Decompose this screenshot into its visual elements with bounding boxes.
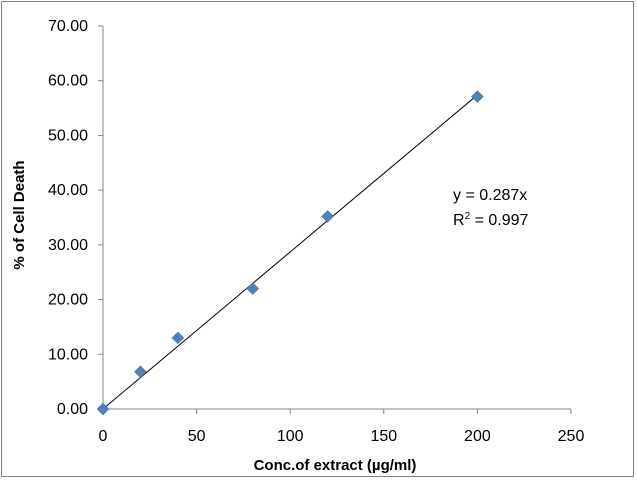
r-squared-label: R2 = 0.997 xyxy=(453,211,529,229)
y-tick-label: 30.00 xyxy=(48,237,88,254)
y-tick-label: 10.00 xyxy=(48,346,88,363)
x-tick-label: 150 xyxy=(370,428,397,445)
y-tick-label: 0.00 xyxy=(57,401,88,418)
x-tick-labels: 0 50 100 150 200 250 xyxy=(99,409,585,445)
x-tick-label: 50 xyxy=(188,428,206,445)
linear-trendline xyxy=(102,94,478,410)
r-squared-r: R xyxy=(453,212,465,229)
y-tick-label: 40.00 xyxy=(48,182,88,199)
r-squared-value: = 0.997 xyxy=(470,212,528,229)
x-tick-label: 200 xyxy=(464,428,491,445)
x-tick-label: 0 xyxy=(99,428,108,445)
x-axis-title: Conc.of extract (µg/ml) xyxy=(254,457,417,474)
y-tick-label: 20.00 xyxy=(48,292,88,309)
data-point xyxy=(96,402,110,416)
r-squared-exponent: 2 xyxy=(465,211,471,222)
x-tick-label: 250 xyxy=(558,428,585,445)
y-axis-title: % of Cell Death xyxy=(11,160,28,269)
y-tick-label: 60.00 xyxy=(48,73,88,90)
data-points xyxy=(96,90,484,416)
data-point xyxy=(321,210,334,223)
y-tick-label: 70.00 xyxy=(48,18,88,35)
data-point xyxy=(471,90,484,103)
y-tick-labels: 0.00 10.00 20.00 30.00 40.00 50.00 60.00 70.00 xyxy=(48,18,103,418)
y-tick-label: 50.00 xyxy=(48,127,88,144)
data-point xyxy=(171,331,185,345)
axes xyxy=(102,26,571,410)
x-tick-label: 100 xyxy=(277,428,304,445)
trendline-equation: y = 0.287x xyxy=(453,187,527,204)
data-point xyxy=(246,282,260,295)
data-point xyxy=(134,365,147,379)
